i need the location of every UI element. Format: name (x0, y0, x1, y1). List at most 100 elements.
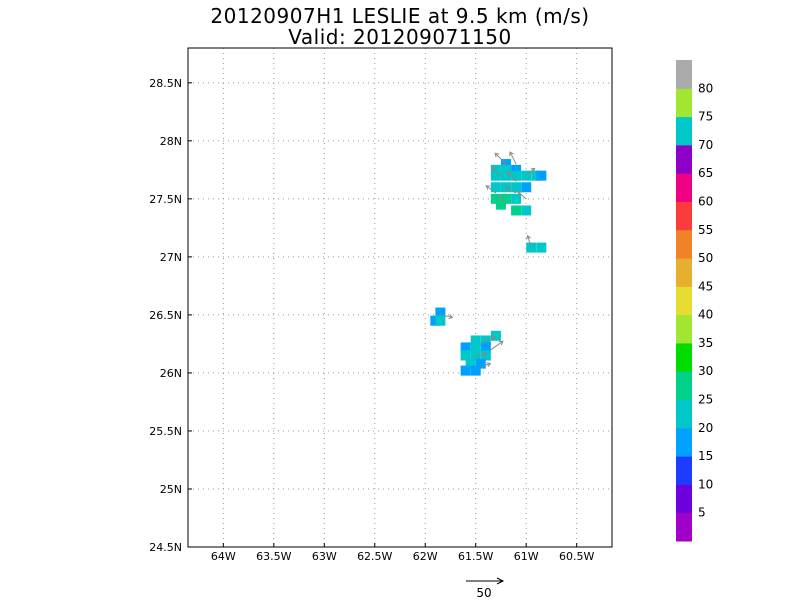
wind-speed-cell (480, 342, 491, 353)
wind-speed-cell (511, 164, 522, 175)
y-tick-label: 27.5N (149, 193, 182, 206)
colorbar-segment (676, 427, 692, 457)
colorbar-label: 50 (698, 251, 713, 265)
wind-speed-cell (511, 193, 522, 204)
wind-speed-cell (470, 342, 481, 353)
grid-lines (188, 48, 612, 547)
colorbar-segment (676, 201, 692, 231)
wind-speed-cell (490, 170, 501, 181)
colorbar-segment (676, 116, 692, 146)
wind-vector (517, 191, 527, 200)
colorbar-label: 5 (698, 506, 706, 520)
wind-speed-cell (501, 193, 511, 204)
x-tick-label: 63.5W (256, 550, 291, 563)
wind-vector (507, 171, 517, 182)
wind-vector-head (509, 151, 514, 157)
wind-vector-head (498, 340, 504, 346)
wind-speed-cell (531, 170, 542, 181)
vector-key-arrowhead (496, 577, 505, 585)
x-tick-label: 62.5W (357, 550, 392, 563)
wind-vector (498, 194, 507, 205)
wind-vector-head (482, 352, 488, 358)
colorbar-segment (676, 512, 692, 542)
chart-subtitle: Valid: 201209071150 (288, 25, 512, 49)
wind-vector (475, 353, 487, 357)
wind-speed-cell (470, 365, 481, 376)
colorbar-segment (676, 456, 692, 485)
wind-speed-cell (475, 358, 486, 369)
wind-vectors (440, 151, 536, 368)
wind-vector (480, 336, 496, 345)
colorbar-label: 15 (698, 449, 713, 463)
wind-speed-cell (495, 199, 506, 210)
wind-vector-head (498, 194, 503, 200)
colorbar-segment (676, 342, 692, 372)
wind-speed-cell (460, 365, 471, 376)
colorbar-segment (676, 173, 692, 202)
wind-vector-head (530, 167, 536, 173)
plot-frame (187, 47, 613, 548)
wind-speed-cell (490, 330, 501, 341)
colorbar-segment (676, 88, 692, 118)
wind-vector (491, 166, 502, 177)
colorbar-label: 20 (698, 421, 713, 435)
wind-speed-cell (460, 350, 471, 361)
wind-vector (490, 340, 504, 351)
y-tick-label: 27N (160, 251, 182, 264)
wind-speed-cell (490, 164, 501, 175)
wind-vector (509, 151, 517, 165)
colorbar-label: 70 (698, 138, 713, 152)
wind-vector (486, 185, 497, 194)
colorbar-segment (676, 484, 692, 514)
vector-key: 50 (466, 577, 505, 600)
wind-vector (440, 314, 453, 318)
wind-vector-head (517, 191, 522, 196)
wind-speed-cell (465, 358, 476, 369)
wind-vector (505, 186, 517, 194)
colorbar-label: 10 (698, 477, 713, 491)
wind-speed-cell (480, 335, 491, 346)
colorbar-segment (676, 229, 692, 259)
y-tick-label: 28N (160, 135, 182, 148)
colorbar-label: 65 (698, 166, 713, 180)
colorbar-label: 60 (698, 194, 713, 208)
x-axis-ticks: 64W 63.5W 63W 62.5W 62W 61.5W 61W 60.5W (211, 543, 594, 563)
wind-speed-cell (501, 164, 511, 175)
wind-speed-cell (490, 182, 501, 193)
wind-speed-cell (521, 205, 532, 216)
y-tick-label: 24.5N (149, 541, 182, 554)
vector-key-label: 50 (476, 586, 491, 600)
y-tick-label: 26.5N (149, 309, 182, 322)
colorbar-label: 35 (698, 336, 713, 350)
colorbar-segment (676, 144, 692, 174)
y-tick-label: 28.5N (149, 77, 182, 90)
colorbar: 5 10 15 20 25 30 35 40 45 50 55 60 65 70 75 80 (676, 60, 713, 542)
wind-vector (527, 235, 532, 248)
colorbar-label: 45 (698, 279, 713, 293)
chart-title: 20120907H1 LESLIE at 9.5 km (m/s) (210, 4, 590, 28)
wind-vector-head (448, 314, 454, 320)
colorbar-label: 40 (698, 308, 713, 322)
wind-vector (525, 168, 535, 177)
colorbar-segment (676, 60, 692, 89)
wind-vector (480, 363, 491, 368)
wind-vector (494, 152, 507, 165)
colorbar-label: 30 (698, 364, 713, 378)
wind-speed-cell (521, 182, 532, 193)
y-tick-label: 26N (160, 367, 182, 380)
x-tick-label: 61.5W (458, 550, 493, 563)
wind-speed-cells (430, 159, 547, 376)
colorbar-label: 25 (698, 393, 713, 407)
colorbar-label: 80 (698, 81, 713, 95)
colorbar-segment (676, 399, 692, 429)
x-tick-label: 60.5W (559, 550, 594, 563)
x-tick-label: 61W (514, 550, 539, 563)
wind-vector-head (507, 171, 512, 176)
colorbar-segment (676, 314, 692, 344)
x-tick-label: 62W (413, 550, 438, 563)
wind-speed-cell (490, 193, 501, 204)
wind-speed-cell (511, 170, 522, 181)
wind-vector-head (490, 166, 496, 172)
wind-speed-cell (501, 170, 511, 181)
